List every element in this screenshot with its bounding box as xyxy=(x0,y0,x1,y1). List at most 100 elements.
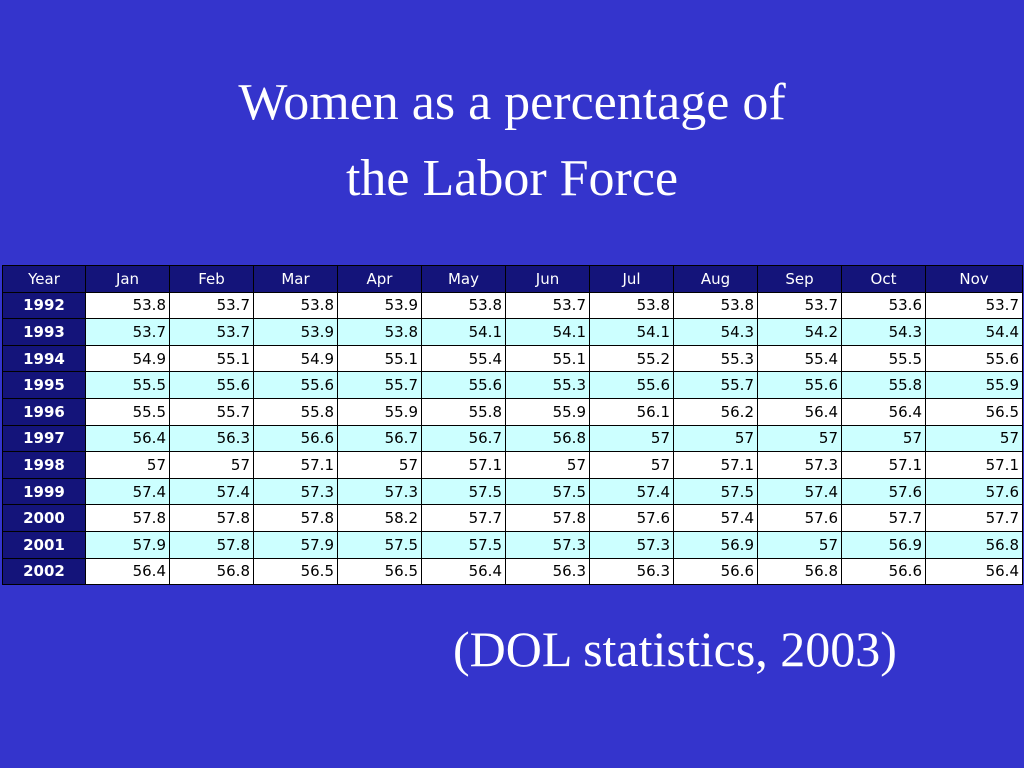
column-header: Jul xyxy=(589,265,674,293)
value-cell: 54.1 xyxy=(421,318,506,346)
value-cell: 57.5 xyxy=(673,477,758,506)
column-header: Aug xyxy=(673,265,758,293)
table-row: 1999 57.4 57.4 57.3 57.3 57.5 57.5 57.4 57.5 57.4… xyxy=(2,477,1023,506)
table-row: 2001 57.9 57.8 57.9 57.5 57.5 57.3 57.3 56.9 57 56… xyxy=(2,530,1023,559)
value-cell: 55.3 xyxy=(505,371,590,399)
value-cell: 57.1 xyxy=(253,451,338,479)
value-cell: 57.3 xyxy=(505,530,590,559)
value-cell: 57.4 xyxy=(589,477,674,506)
value-cell: 56.6 xyxy=(841,557,926,586)
value-cell: 56.4 xyxy=(757,397,842,426)
year-cell: 2001 xyxy=(2,530,86,559)
value-cell: 56.4 xyxy=(85,424,170,453)
value-cell: 53.6 xyxy=(841,291,926,320)
value-cell: 57.1 xyxy=(673,451,758,479)
year-cell: 1995 xyxy=(2,371,86,399)
slide-title: Women as a percentage of the Labor Force xyxy=(238,74,786,207)
value-cell: 57 xyxy=(85,451,170,479)
value-cell: 57.1 xyxy=(841,451,926,479)
value-cell: 56.3 xyxy=(169,424,254,453)
value-cell: 57.5 xyxy=(505,477,590,506)
column-header: Jun xyxy=(505,265,590,293)
value-cell: 56.8 xyxy=(169,557,254,586)
value-cell: 55.7 xyxy=(337,371,422,399)
value-cell: 57.5 xyxy=(421,530,506,559)
value-cell: 57.8 xyxy=(505,504,590,532)
value-cell: 55.6 xyxy=(589,371,674,399)
value-cell: 57 xyxy=(505,451,590,479)
value-cell: 56.8 xyxy=(505,424,590,453)
value-cell: 55.2 xyxy=(589,344,674,373)
value-cell: 56.5 xyxy=(253,557,338,586)
value-cell: 54.3 xyxy=(673,318,758,346)
table-row: 1993 53.7 53.7 53.9 53.8 54.1 54.1 54.1 54.3 54.2… xyxy=(2,318,1023,346)
value-cell: 55.9 xyxy=(925,371,1023,399)
value-cell: 55.3 xyxy=(673,344,758,373)
value-cell: 57.3 xyxy=(757,451,842,479)
value-cell: 56.3 xyxy=(505,557,590,586)
value-cell: 57 xyxy=(673,424,758,453)
value-cell: 55.7 xyxy=(169,397,254,426)
value-cell: 55.9 xyxy=(337,397,422,426)
value-cell: 56.2 xyxy=(673,397,758,426)
column-header: Sep xyxy=(757,265,842,293)
value-cell: 55.4 xyxy=(421,344,506,373)
table-row: 1998 57 57 57.1 57 57.1 57 57 57.1 57.3 57.1 57.1 xyxy=(2,451,1023,479)
value-cell: 54.1 xyxy=(589,318,674,346)
value-cell: 57.9 xyxy=(85,530,170,559)
value-cell: 56.1 xyxy=(589,397,674,426)
table-body: 1992 53.8 53.7 53.8 53.9 53.8 53.7 53.8 53.8 53.7… xyxy=(2,291,1023,586)
value-cell: 56.4 xyxy=(925,557,1023,586)
value-cell: 53.7 xyxy=(505,291,590,320)
value-cell: 53.8 xyxy=(589,291,674,320)
value-cell: 57 xyxy=(841,424,926,453)
value-cell: 55.1 xyxy=(337,344,422,373)
value-cell: 57.4 xyxy=(673,504,758,532)
value-cell: 57.5 xyxy=(421,477,506,506)
column-header: Mar xyxy=(253,265,338,293)
value-cell: 55.5 xyxy=(85,371,170,399)
value-cell: 53.8 xyxy=(673,291,758,320)
value-cell: 55.8 xyxy=(421,397,506,426)
value-cell: 55.6 xyxy=(757,371,842,399)
column-header: Year xyxy=(2,265,86,293)
value-cell: 55.4 xyxy=(757,344,842,373)
value-cell: 53.8 xyxy=(337,318,422,346)
value-cell: 57.6 xyxy=(925,477,1023,506)
value-cell: 54.1 xyxy=(505,318,590,346)
year-cell: 2002 xyxy=(2,557,86,586)
value-cell: 55.8 xyxy=(841,371,926,399)
value-cell: 56.6 xyxy=(253,424,338,453)
value-cell: 57.1 xyxy=(925,451,1023,479)
year-cell: 1993 xyxy=(2,318,86,346)
value-cell: 53.9 xyxy=(253,318,338,346)
data-table: Year Jan Feb Mar Apr May Jun Jul Aug Sep Oct Nov 19… xyxy=(2,265,1023,586)
value-cell: 54.2 xyxy=(757,318,842,346)
value-cell: 57.6 xyxy=(757,504,842,532)
value-cell: 57.7 xyxy=(421,504,506,532)
year-cell: 1994 xyxy=(2,344,86,373)
source-note: (DOL statistics, 2003) xyxy=(453,621,897,677)
value-cell: 54.9 xyxy=(253,344,338,373)
value-cell: 57.3 xyxy=(589,530,674,559)
value-cell: 57.5 xyxy=(337,530,422,559)
value-cell: 55.1 xyxy=(505,344,590,373)
value-cell: 57.1 xyxy=(421,451,506,479)
value-cell: 57.8 xyxy=(169,504,254,532)
value-cell: 55.8 xyxy=(253,397,338,426)
value-cell: 53.7 xyxy=(169,318,254,346)
value-cell: 55.6 xyxy=(253,371,338,399)
year-cell: 1999 xyxy=(2,477,86,506)
value-cell: 56.9 xyxy=(673,530,758,559)
value-cell: 56.3 xyxy=(589,557,674,586)
year-cell: 1997 xyxy=(2,424,86,453)
value-cell: 53.8 xyxy=(421,291,506,320)
table-row: 1996 55.5 55.7 55.8 55.9 55.8 55.9 56.1 56.2 56.4… xyxy=(2,397,1023,426)
value-cell: 56.5 xyxy=(337,557,422,586)
table-row: 1994 54.9 55.1 54.9 55.1 55.4 55.1 55.2 55.3 55.4… xyxy=(2,344,1023,373)
column-header: May xyxy=(421,265,506,293)
value-cell: 55.5 xyxy=(841,344,926,373)
value-cell: 54.3 xyxy=(841,318,926,346)
value-cell: 56.7 xyxy=(337,424,422,453)
